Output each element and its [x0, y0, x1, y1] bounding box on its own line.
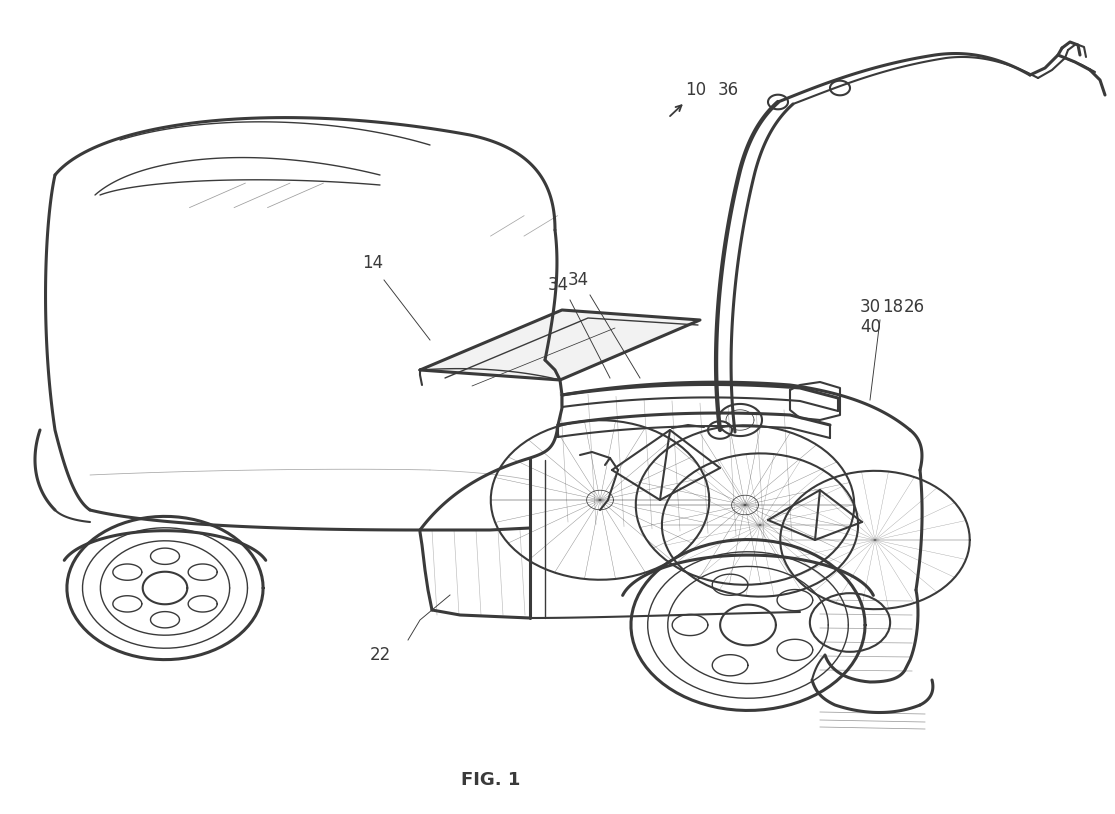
Text: 26: 26: [904, 298, 925, 316]
Text: 30: 30: [860, 298, 881, 316]
Text: 10: 10: [685, 81, 706, 99]
Text: 14: 14: [362, 254, 384, 272]
Text: 22: 22: [370, 646, 391, 664]
Text: FIG. 1: FIG. 1: [460, 771, 521, 789]
Polygon shape: [420, 310, 700, 380]
Text: 18: 18: [882, 298, 903, 316]
Text: 34: 34: [568, 271, 589, 289]
Text: 36: 36: [718, 81, 739, 99]
Text: 34: 34: [547, 276, 569, 294]
Text: 40: 40: [860, 318, 881, 336]
